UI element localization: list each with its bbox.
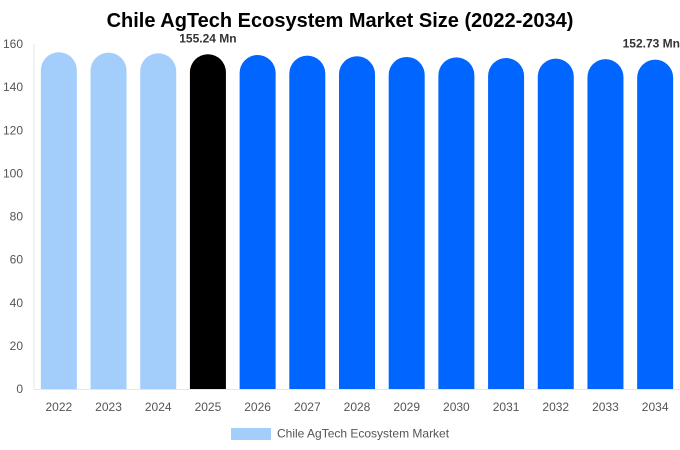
- x-tick-label: 2027: [294, 400, 321, 414]
- y-tick-label: 40: [10, 296, 24, 310]
- x-tick-label: 2022: [45, 400, 72, 414]
- x-tick-label: 2030: [443, 400, 470, 414]
- x-tick-label: 2025: [195, 400, 222, 414]
- bars: [40, 52, 674, 390]
- bar-2025[interactable]: [189, 54, 226, 390]
- bar-2034[interactable]: [637, 59, 674, 389]
- bar-2022[interactable]: [40, 52, 77, 389]
- x-tick-label: 2024: [145, 400, 172, 414]
- legend-label: Chile AgTech Ecosystem Market: [277, 427, 450, 441]
- data-label: 152.73 Mn: [623, 37, 680, 51]
- x-tick-label: 2023: [95, 400, 122, 414]
- x-tick-label: 2028: [344, 400, 371, 414]
- y-tick-label: 80: [10, 210, 24, 224]
- y-tick-label: 160: [3, 37, 23, 51]
- bar-2023[interactable]: [90, 52, 127, 389]
- x-tick-label: 2026: [244, 400, 271, 414]
- bar-2030[interactable]: [438, 57, 475, 390]
- bar-2029[interactable]: [388, 56, 425, 390]
- chart-title: Chile AgTech Ecosystem Market Size (2022…: [107, 10, 574, 32]
- legend[interactable]: Chile AgTech Ecosystem Market: [231, 427, 450, 441]
- x-tick-label: 2032: [542, 400, 569, 414]
- y-tick-label: 0: [16, 382, 23, 396]
- legend-swatch: [231, 428, 271, 440]
- x-tick-label: 2031: [493, 400, 520, 414]
- bar-2028[interactable]: [339, 56, 375, 390]
- bar-2026[interactable]: [239, 54, 276, 389]
- bar-2031[interactable]: [488, 58, 525, 390]
- y-tick-label: 100: [3, 166, 23, 180]
- bar-2027[interactable]: [289, 55, 326, 390]
- bar-2032[interactable]: [537, 58, 574, 389]
- y-tick-label: 120: [3, 123, 23, 137]
- y-tick-label: 140: [3, 80, 23, 94]
- bar-2033[interactable]: [587, 59, 624, 389]
- x-tick-label: 2029: [393, 400, 420, 414]
- x-tick-label: 2033: [592, 400, 619, 414]
- y-tick-label: 20: [10, 339, 24, 353]
- data-labels: 155.24 Mn 152.73 Mn: [179, 31, 680, 50]
- bar-2024[interactable]: [140, 53, 177, 389]
- y-tick-label: 60: [10, 253, 24, 267]
- x-tick-label: 2034: [642, 400, 669, 414]
- y-axis: 0 20 40 60 80 100 120 140 160: [3, 37, 35, 396]
- x-axis: 2022 2023 2024 2025 2026 2027 2028 2029 2030 2031…: [34, 389, 680, 414]
- data-label: 155.24 Mn: [179, 31, 236, 45]
